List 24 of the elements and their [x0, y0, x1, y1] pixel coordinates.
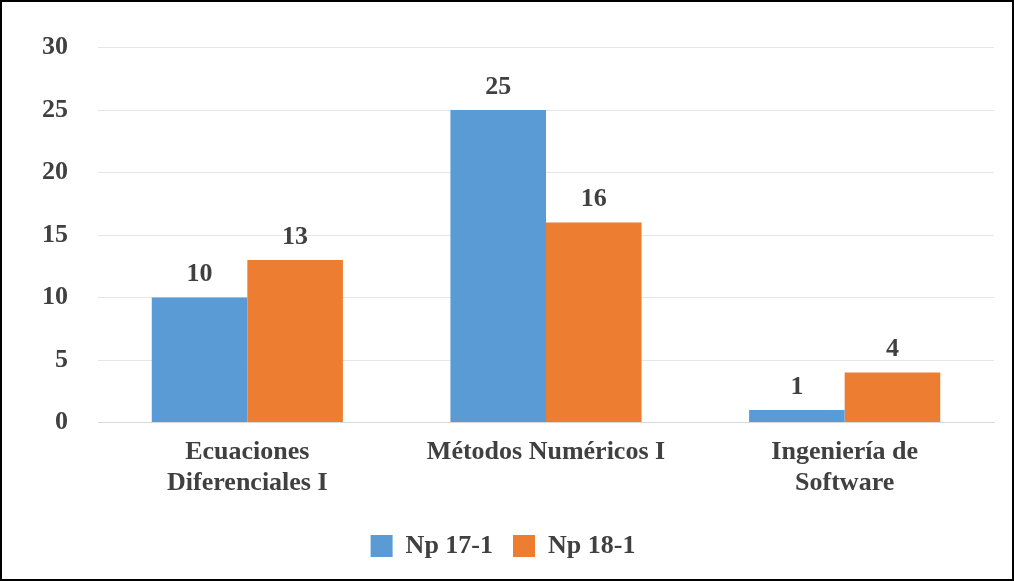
y-tick-label: 20 — [42, 156, 68, 186]
data-label: 1 — [790, 370, 804, 400]
bar — [749, 410, 845, 423]
x-tick-label: Ecuaciones Diferenciales I — [167, 435, 328, 497]
y-tick-label: 15 — [42, 218, 68, 248]
data-label: 10 — [186, 258, 213, 288]
data-label: 25 — [485, 70, 512, 100]
bar — [151, 297, 248, 423]
legend-label: Np 18-1 — [548, 529, 636, 559]
bar — [546, 222, 642, 423]
y-tick-label: 10 — [42, 281, 68, 311]
data-label: 4 — [885, 333, 899, 363]
bar — [247, 260, 343, 423]
y-tick-label: 0 — [55, 406, 68, 436]
y-tick-label: 5 — [55, 343, 68, 373]
bar — [450, 110, 546, 423]
x-tick-label: Métodos Numéricos I — [426, 435, 666, 465]
legend-label: Np 17-1 — [405, 529, 494, 559]
bar — [844, 372, 941, 423]
data-label: 13 — [282, 220, 309, 250]
y-tick-label: 30 — [42, 31, 68, 61]
x-tick-label: Ingeniería de Software — [771, 435, 918, 497]
data-label: 16 — [580, 183, 607, 213]
y-tick-label: 25 — [42, 93, 68, 123]
